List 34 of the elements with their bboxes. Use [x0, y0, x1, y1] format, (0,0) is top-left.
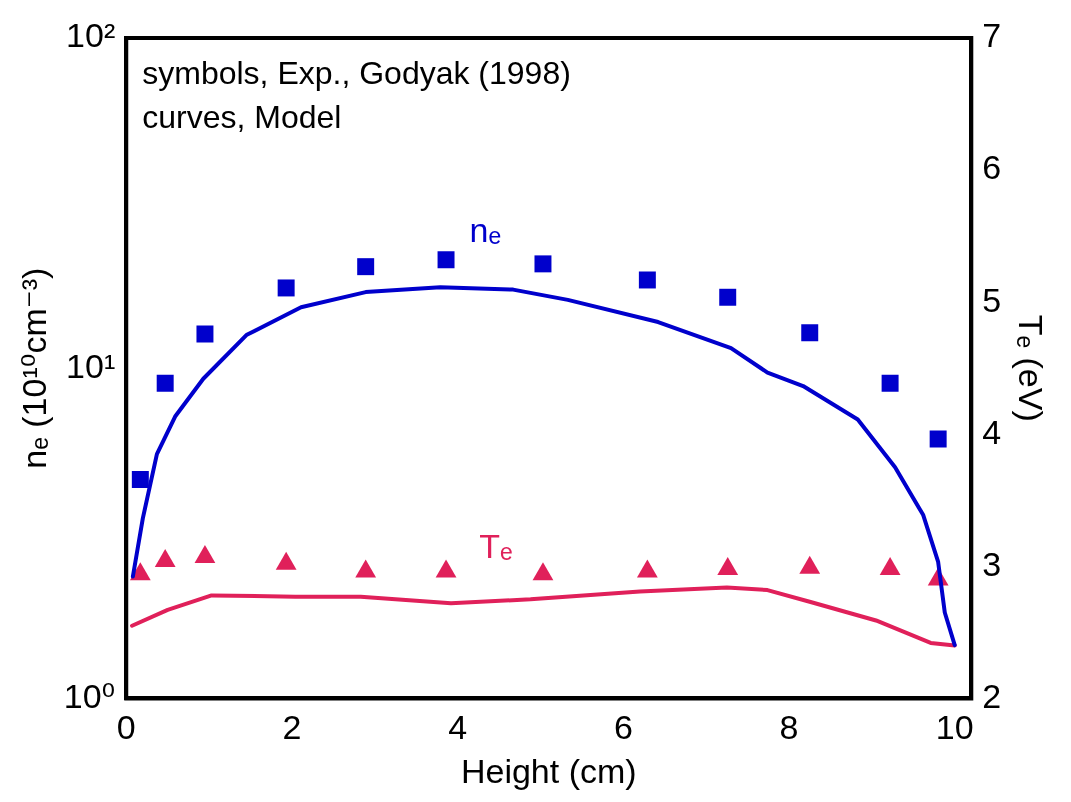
- point: [357, 258, 375, 276]
- y2-tick-label: 2: [982, 676, 1002, 715]
- y-axis-title: nₑ (10¹⁰cm⁻³): [14, 267, 53, 469]
- point: [719, 288, 737, 306]
- point: [801, 324, 819, 342]
- point: [638, 271, 656, 289]
- point: [277, 279, 295, 297]
- point: [881, 374, 899, 392]
- x-tick-label: 0: [116, 708, 136, 747]
- x-tick-label: 2: [282, 708, 302, 747]
- y2-tick-label: 5: [982, 280, 1002, 319]
- point: [534, 255, 552, 273]
- point: [156, 374, 174, 392]
- point: [929, 430, 947, 448]
- annotation: symbols, Exp., Godyak (1998): [142, 55, 571, 91]
- y-tick-label: 10²: [66, 16, 116, 55]
- y2-tick-label: 7: [982, 16, 1002, 55]
- y2-tick-label: 6: [982, 148, 1002, 187]
- point: [437, 251, 455, 269]
- y2-tick-label: 3: [982, 544, 1002, 583]
- x-tick-label: 8: [779, 708, 799, 747]
- y-tick-label: 10⁰: [63, 676, 116, 715]
- point: [196, 325, 214, 343]
- y2-axis-title: Tₑ (eV): [1012, 314, 1051, 422]
- series-label: nₑ: [469, 211, 502, 250]
- series-label: Tₑ: [479, 527, 513, 566]
- x-tick-label: 6: [613, 708, 633, 747]
- point: [131, 471, 149, 489]
- y2-tick-label: 4: [982, 412, 1002, 451]
- x-tick-label: 10: [935, 708, 974, 747]
- x-axis-title: Height (cm): [460, 751, 637, 790]
- x-tick-label: 4: [448, 708, 468, 747]
- annotation: curves, Model: [142, 99, 342, 135]
- y-tick-label: 10¹: [66, 346, 116, 385]
